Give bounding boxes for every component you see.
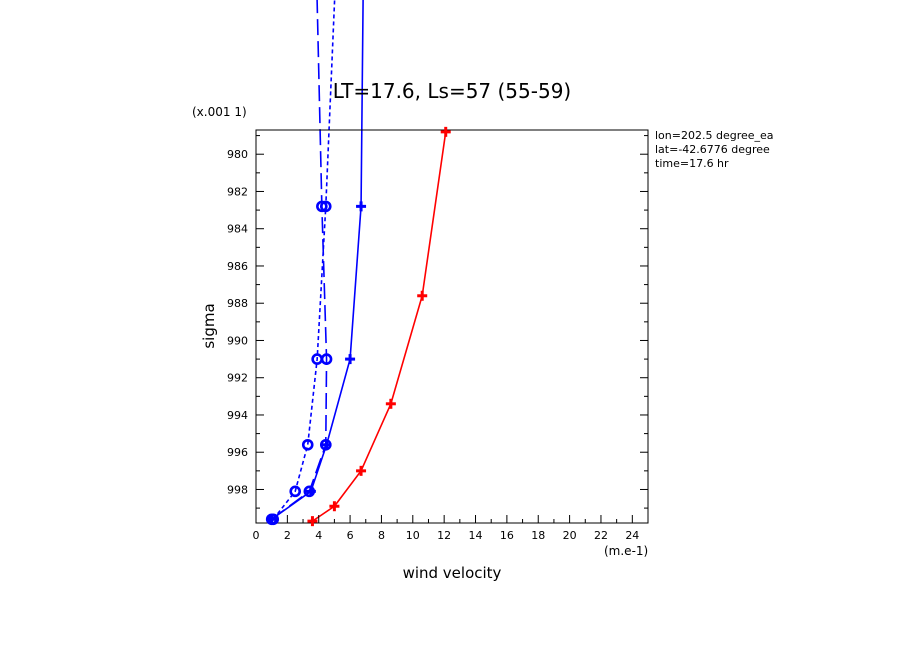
y-unit-label: (x.001 1)	[192, 105, 247, 119]
x-tick-label: 22	[594, 529, 608, 542]
info-lat: lat=-42.6776 degree	[655, 143, 770, 156]
series-2-circle-marker	[316, 200, 328, 213]
x-tick-label: 8	[378, 529, 385, 542]
marker-layer	[265, 126, 451, 527]
y-tick-label: 986	[227, 260, 248, 273]
x-tick-label: 18	[531, 529, 545, 542]
y-tick-label: 994	[227, 409, 248, 422]
y-tick-label: 988	[227, 297, 248, 310]
y-axis: 980 982 984 986 988 990 992 994 996 998	[227, 135, 648, 509]
series-line-2	[271, 0, 328, 520]
x-tick-label: 6	[347, 529, 354, 542]
y-axis-label: sigma	[200, 303, 218, 348]
x-tick-label: 0	[253, 529, 260, 542]
y-tick-label: 996	[227, 446, 248, 459]
series-0-plus-marker	[345, 354, 356, 365]
x-tick-label: 4	[315, 529, 322, 542]
series-3-plus-marker	[356, 465, 367, 476]
info-lon: lon=202.5 degree_ea	[655, 129, 774, 142]
series-line-0	[271, 0, 364, 520]
x-axis-label: wind velocity	[403, 564, 502, 582]
series-3-plus-marker	[329, 501, 340, 512]
x-tick-label: 12	[437, 529, 451, 542]
x-tick-label: 20	[563, 529, 577, 542]
series-2-circle-marker	[319, 438, 332, 451]
series-3-plus-marker	[385, 398, 396, 409]
series-2-circle-marker	[265, 513, 278, 526]
series-2-circle-marker	[320, 353, 333, 365]
series-3-plus-marker	[440, 126, 451, 137]
x-tick-label: 10	[406, 529, 420, 542]
y-tick-label: 998	[227, 483, 248, 496]
series-1-circle-marker	[301, 438, 314, 451]
series-3-plus-marker	[417, 290, 428, 301]
y-tick-label: 984	[227, 223, 248, 236]
info-time: time=17.6 hr	[655, 157, 729, 170]
x-unit-label: (m.e-1)	[604, 544, 648, 558]
y-tick-label: 992	[227, 372, 248, 385]
series-3-plus-marker	[307, 516, 318, 527]
x-tick-label: 16	[500, 529, 514, 542]
x-axis: 0 2 4 6 8 10 12 14 16 18 20 22 24	[253, 515, 639, 542]
x-tick-label: 2	[284, 529, 291, 542]
x-tick-label: 14	[469, 529, 483, 542]
series-1-circle-marker	[289, 485, 302, 498]
plot-frame	[255, 129, 649, 524]
series-2-circle-marker	[303, 485, 316, 498]
series-line-3	[311, 131, 447, 522]
y-tick-label: 980	[227, 148, 248, 161]
x-tick-label: 24	[625, 529, 639, 542]
series-0-plus-marker	[356, 201, 367, 212]
chart-title: LT=17.6, Ls=57 (55-59)	[333, 79, 571, 103]
y-tick-label: 982	[227, 185, 248, 198]
y-tick-label: 990	[227, 334, 248, 347]
series-line-1	[272, 0, 336, 520]
series-layer	[271, 0, 447, 522]
series-1-circle-marker	[319, 200, 332, 213]
